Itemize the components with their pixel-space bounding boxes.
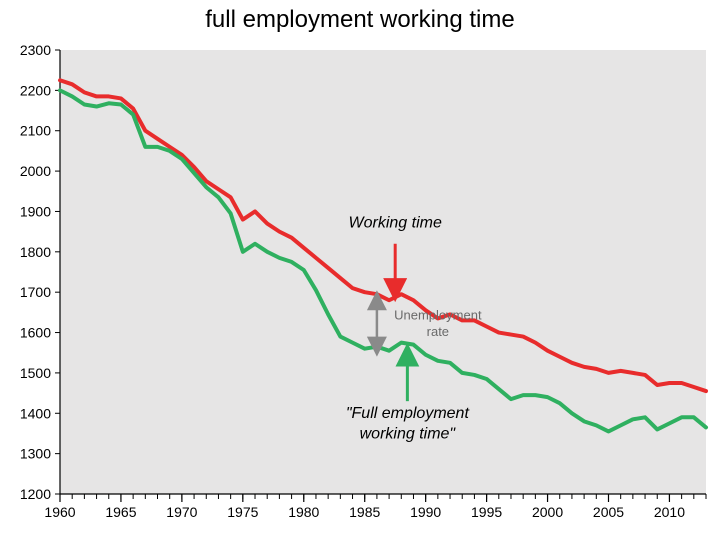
x-tick-label: 1995 xyxy=(471,504,502,520)
x-tick-label: 1990 xyxy=(410,504,441,520)
line-chart: 1200 1300 1400 1500 1600 1700 1800 1900 2000 2100… xyxy=(10,44,710,524)
y-tick-label: 2200 xyxy=(20,82,51,98)
y-tick-label: 1600 xyxy=(20,325,51,341)
x-tick-label: 1970 xyxy=(166,504,197,520)
x-tick-label: 1985 xyxy=(349,504,380,520)
x-tick-label: 2000 xyxy=(532,504,563,520)
x-tick-label: 1965 xyxy=(105,504,136,520)
y-tick-label: 2300 xyxy=(20,44,51,58)
chart-container: 1200 1300 1400 1500 1600 1700 1800 1900 2000 2100… xyxy=(10,44,710,524)
x-tick-label: 2010 xyxy=(654,504,685,520)
label-working-time: Working time xyxy=(349,215,442,232)
y-tick-label: 1800 xyxy=(20,244,51,260)
x-tick-label: 1980 xyxy=(288,504,319,520)
y-tick-label: 1500 xyxy=(20,365,51,381)
y-tick-label: 1700 xyxy=(20,284,51,300)
y-tick-label: 1200 xyxy=(20,486,51,502)
x-tick-label: 2005 xyxy=(593,504,624,520)
label-unemployment-rate: Unemployment xyxy=(394,308,482,323)
chart-title: full employment working time xyxy=(0,6,720,34)
label-full-employment-working-time: working time" xyxy=(360,425,457,442)
y-tick-label: 1400 xyxy=(20,405,51,421)
x-tick-label: 1975 xyxy=(227,504,258,520)
y-tick-label: 2100 xyxy=(20,123,51,139)
x-tick-label: 1960 xyxy=(44,504,75,520)
y-tick-label: 2000 xyxy=(20,163,51,179)
y-tick-label: 1900 xyxy=(20,203,51,219)
y-tick-label: 1300 xyxy=(20,446,51,462)
label-unemployment-rate: rate xyxy=(427,324,449,339)
label-full-employment-working-time: "Full employment xyxy=(346,405,470,422)
page-root: full employment working time 1200 1300 140… xyxy=(0,0,720,540)
